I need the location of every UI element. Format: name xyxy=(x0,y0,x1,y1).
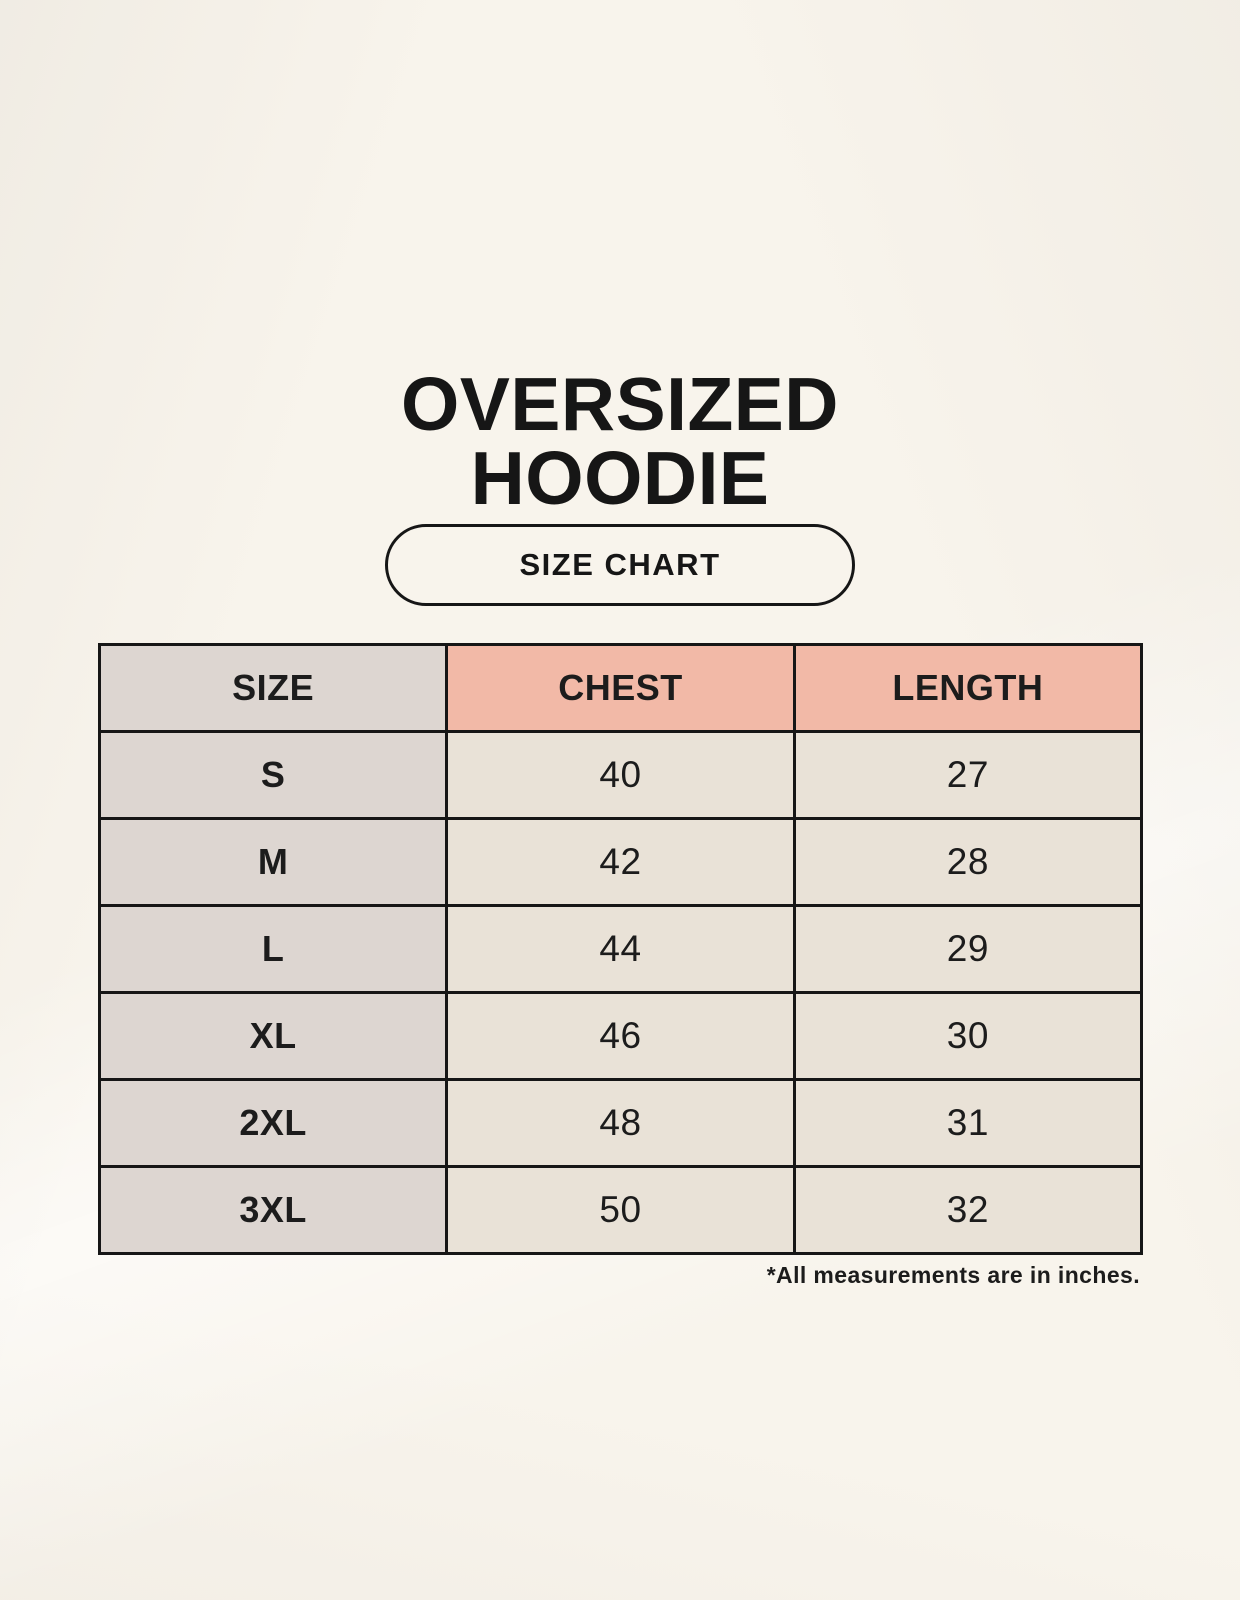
size-chart-badge: SIZE CHART xyxy=(385,524,855,606)
length-value-cell: 31 xyxy=(792,1078,1144,1168)
length-value-cell: 28 xyxy=(792,817,1144,907)
chest-value-cell: 50 xyxy=(445,1165,796,1255)
page-title-line-2: HOODIE xyxy=(470,436,770,521)
column-header-length: LENGTH xyxy=(792,643,1144,733)
table-row: S 40 27 xyxy=(97,730,1144,820)
length-value-cell: 30 xyxy=(792,991,1144,1081)
length-value-cell: 32 xyxy=(792,1165,1144,1255)
column-header-size: SIZE xyxy=(97,643,449,733)
column-header-chest: CHEST xyxy=(445,643,796,733)
size-chart-badge-label: SIZE CHART xyxy=(519,547,721,582)
length-value-cell: 29 xyxy=(792,904,1144,994)
chest-value-cell: 46 xyxy=(445,991,796,1081)
size-label-cell: M xyxy=(97,817,449,907)
header-row: SIZE CHEST LENGTH xyxy=(97,643,1144,733)
table-row: 2XL 48 31 xyxy=(97,1078,1144,1168)
chest-value-cell: 44 xyxy=(445,904,796,994)
size-label-cell: 3XL xyxy=(97,1165,449,1255)
size-label-cell: XL xyxy=(97,991,449,1081)
chest-value-cell: 48 xyxy=(445,1078,796,1168)
chest-value-cell: 42 xyxy=(445,817,796,907)
size-table: SIZE CHEST LENGTH S 40 27 M 42 28 L 44 2… xyxy=(97,643,1144,1255)
measurement-note: *All measurements are in inches. xyxy=(766,1262,1140,1288)
size-label-cell: L xyxy=(97,904,449,994)
table-row: M 42 28 xyxy=(97,817,1144,907)
page-title: OVERSIZED HOODIE xyxy=(0,362,1240,521)
table-row: 3XL 50 32 xyxy=(97,1165,1144,1255)
length-value-cell: 27 xyxy=(792,730,1144,820)
page-title-line-1: OVERSIZED xyxy=(401,362,839,447)
size-label-cell: S xyxy=(97,730,449,820)
chest-value-cell: 40 xyxy=(445,730,796,820)
table-row: XL 46 30 xyxy=(97,991,1144,1081)
table-row: L 44 29 xyxy=(97,904,1144,994)
size-label-cell: 2XL xyxy=(97,1078,449,1168)
